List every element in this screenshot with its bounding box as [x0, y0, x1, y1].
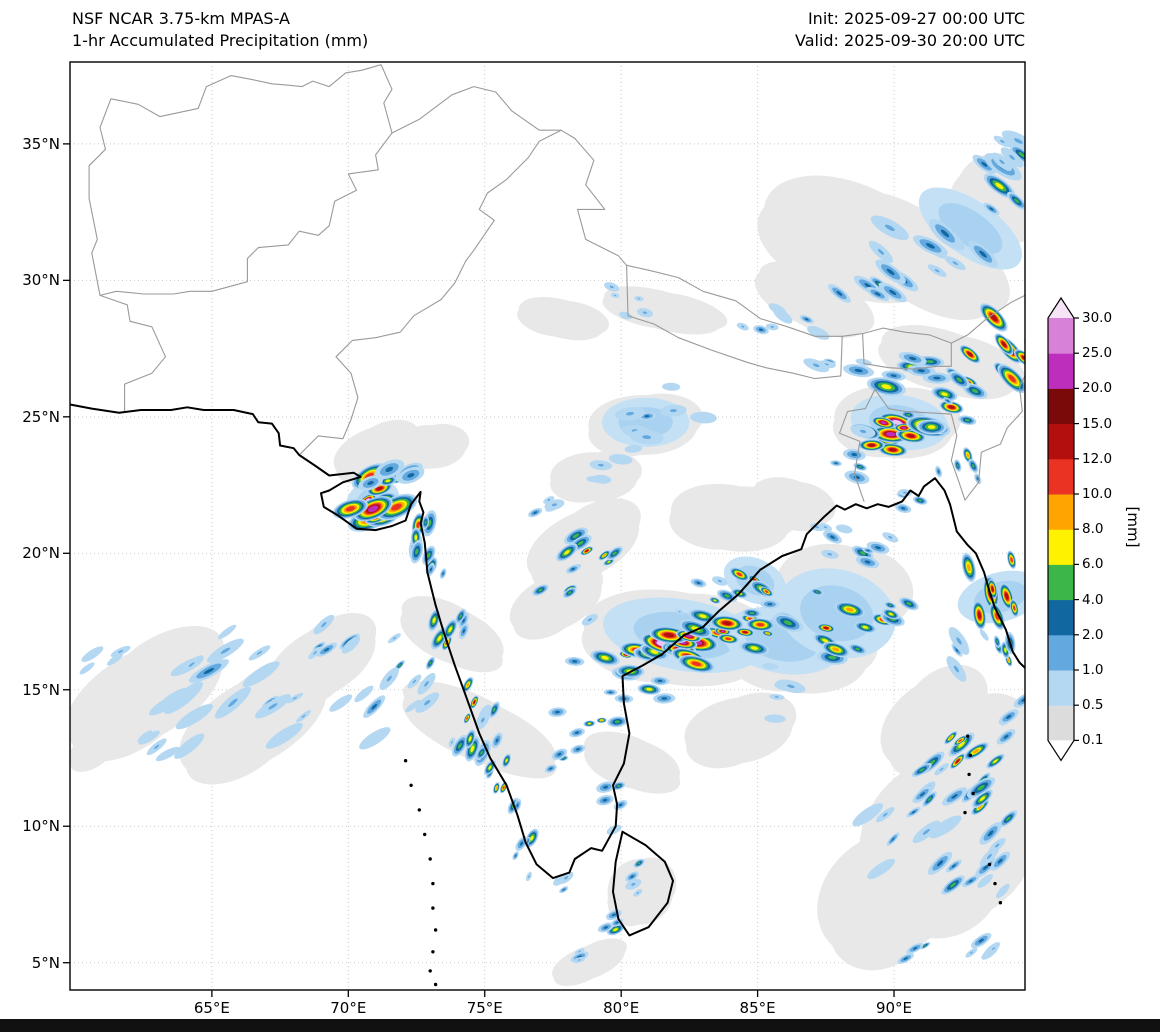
coastline — [69, 403, 1026, 937]
colorbar-tick-label: 6.0 — [1082, 556, 1104, 573]
small-islands — [403, 734, 1003, 987]
colorbar-tick-label: 15.0 — [1082, 415, 1113, 432]
colorbar-tick-label: 12.0 — [1082, 450, 1113, 467]
colorbar-tick-label: 20.0 — [1082, 380, 1113, 397]
colorbar-tick-label: 8.0 — [1082, 521, 1104, 538]
axis-ticks — [63, 143, 895, 997]
init-time: Init: 2025-09-27 00:00 UTC — [807, 9, 1025, 28]
colorbar-tick-label: 4.0 — [1082, 591, 1104, 608]
colorbar-tick-label: 30.0 — [1082, 310, 1113, 326]
x-tick-label: 85°E — [739, 999, 776, 1017]
x-tick-label: 90°E — [875, 999, 913, 1017]
colorbar-unit-label: [mm] — [1124, 506, 1142, 548]
field-title: 1-hr Accumulated Precipitation (mm) — [72, 31, 369, 50]
valid-time: Valid: 2025-09-30 20:00 UTC — [794, 31, 1025, 50]
colorbar — [1047, 296, 1079, 762]
x-tick-label: 70°E — [330, 999, 367, 1017]
precip-cells-layer — [79, 130, 1063, 964]
y-tick-label: 5°N — [31, 953, 60, 972]
model-title: NSF NCAR 3.75-km MPAS-A — [72, 9, 290, 28]
y-tick-label: 15°N — [22, 680, 60, 699]
x-tick-label: 75°E — [466, 999, 503, 1017]
y-tick-label: 35°N — [22, 134, 60, 153]
y-tick-label: 25°N — [22, 407, 60, 426]
y-tick-label: 20°N — [22, 544, 60, 563]
country-borders — [88, 64, 1026, 502]
colorbar-tick-label: 0.1 — [1082, 732, 1104, 749]
colorbar-tick-label: 0.5 — [1082, 697, 1104, 714]
colorbar-tick-label: 25.0 — [1082, 345, 1113, 362]
colorbar-tick-label: 1.0 — [1082, 662, 1104, 678]
colorbar-tick-label: 10.0 — [1082, 486, 1113, 502]
plot-frame — [69, 61, 1026, 991]
footer-bar — [0, 1019, 1160, 1032]
colorbar-tick-label: 2.0 — [1082, 626, 1104, 643]
x-tick-label: 65°E — [193, 999, 230, 1017]
light-precip-gray-layer — [65, 152, 1060, 986]
y-tick-label: 10°N — [22, 817, 60, 836]
x-tick-label: 80°E — [603, 999, 640, 1017]
y-tick-label: 30°N — [22, 271, 60, 290]
